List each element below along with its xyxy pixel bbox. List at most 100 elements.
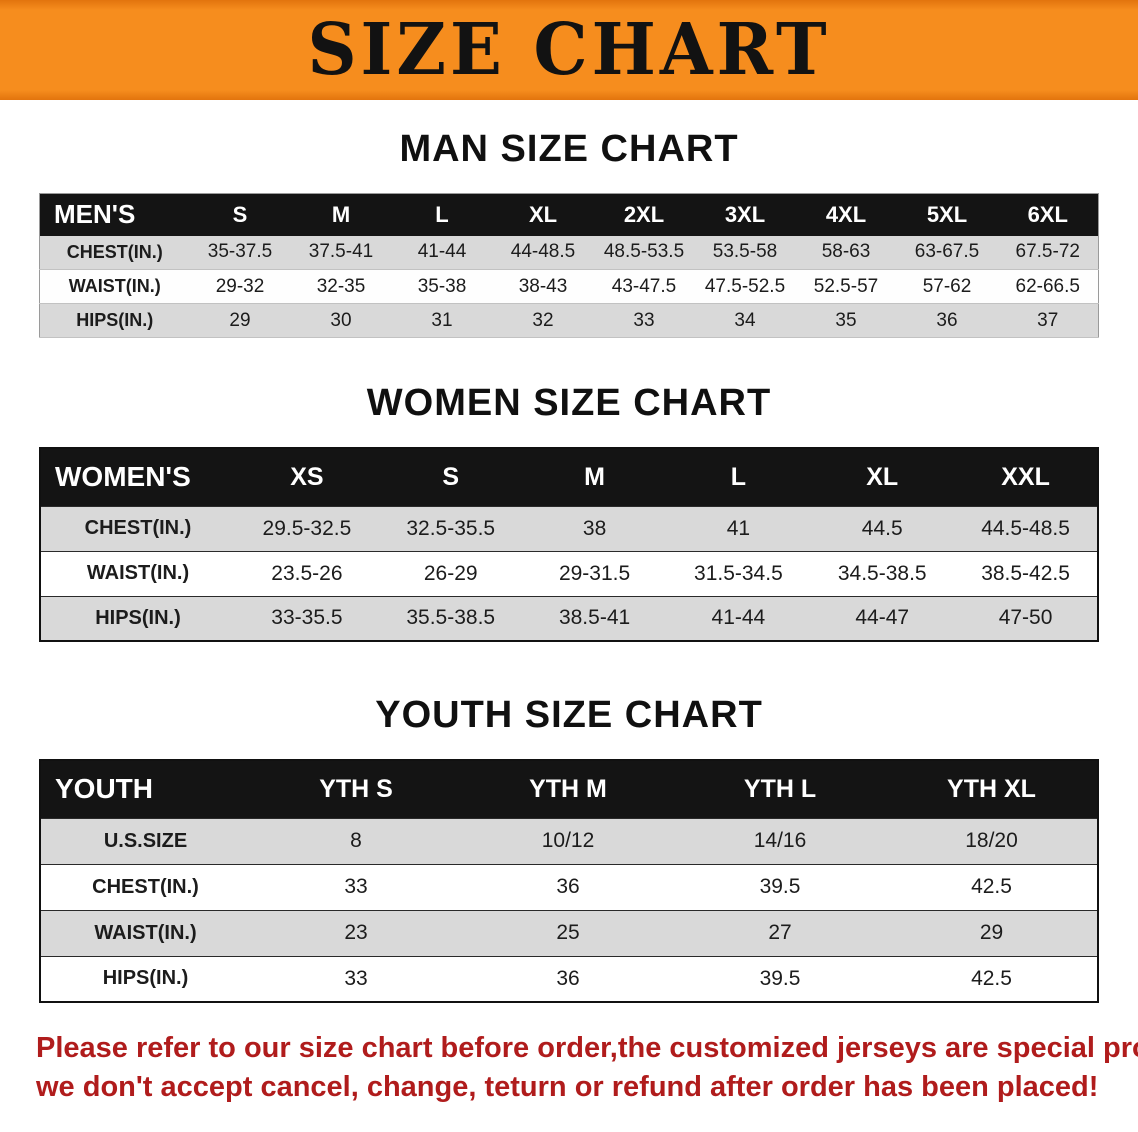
size-value-cell: 39.5: [759, 966, 801, 990]
size-value-cell: 26-29: [423, 561, 478, 585]
row-label-cell: WAIST(IN.): [94, 921, 197, 944]
size-column-header: XXL: [954, 448, 1098, 506]
size-column-header: YTH S: [250, 760, 462, 818]
disclaimer-line-2: we don't accept cancel, change, teturn o…: [36, 1071, 1099, 1104]
size-value-cell: 14/16: [753, 829, 807, 852]
size-value-cell: 42.5: [971, 966, 1012, 990]
size-value-cell: 43-47.5: [611, 275, 677, 297]
table-title-cell: MEN'S: [39, 193, 190, 236]
size-value-cell: 63-67.5: [914, 241, 980, 263]
table-row: WAIST(IN.) 29-32 32-35 35-38 38-43 43-47.5 47.…: [39, 269, 1099, 304]
size-value-cell: 52.5-57: [813, 275, 879, 297]
table-header-row: WOMEN'S XS S M L XL XXL: [40, 448, 1098, 506]
size-value-cell: 23.5-26: [271, 561, 343, 585]
size-value-cell: 41: [726, 516, 751, 540]
size-value-cell: 37: [1037, 309, 1059, 331]
size-value-cell: 31.5-34.5: [694, 561, 783, 585]
size-value-cell: 18/20: [965, 829, 1018, 852]
size-column-header: 6XL: [997, 193, 1099, 236]
size-column-header: S: [189, 193, 291, 236]
size-column-header: 3XL: [694, 193, 796, 236]
size-value-cell: 33: [344, 875, 368, 898]
size-value-cell: 67.5-72: [1015, 241, 1080, 263]
table-title-cell: WOMEN'S: [40, 448, 235, 506]
size-column-header: YTH L: [674, 760, 886, 818]
size-value-cell: 36: [556, 966, 580, 990]
size-value-cell: 57-62: [922, 275, 972, 297]
size-value-cell: 44-48.5: [510, 241, 576, 263]
table-header-row: MEN'S S M L XL 2XL 3XL 4XL 5XL 6XL: [39, 193, 1099, 236]
size-value-cell: 38.5-42.5: [981, 561, 1070, 585]
disclaimer-line-1: Please refer to our size chart before or…: [36, 1032, 1138, 1064]
size-value-cell: 38-43: [518, 275, 568, 297]
size-value-cell: 29-31.5: [558, 561, 631, 585]
size-column-header: M: [522, 448, 667, 506]
size-value-cell: 48.5-53.5: [603, 241, 685, 263]
youth-size-table: YOUTH YTH S YTH M YTH L YTH XL U.S.SIZE 8 10/12…: [39, 759, 1099, 1003]
size-column-header: L: [666, 448, 811, 506]
size-value-cell: 35-38: [417, 275, 467, 297]
size-value-cell: 31: [431, 309, 453, 331]
row-label-cell: WAIST(IN.): [86, 562, 190, 584]
youth-section-heading: YOUTH SIZE CHART: [375, 694, 763, 736]
size-value-cell: 35-37.5: [207, 241, 273, 263]
row-label-cell: CHEST(IN.): [84, 517, 192, 539]
size-column-header: L: [391, 193, 493, 236]
womens-size-table: WOMEN'S XS S M L XL XXL CHEST(IN.) 29.5-32.5 32.5…: [39, 447, 1099, 642]
size-column-header: YTH XL: [886, 760, 1098, 818]
size-column-header: 5XL: [896, 193, 998, 236]
row-label-cell: HIPS(IN.): [102, 967, 189, 990]
size-value-cell: 8: [350, 829, 362, 852]
size-value-cell: 10/12: [541, 829, 595, 852]
size-value-cell: 44.5-48.5: [981, 516, 1070, 540]
size-value-cell: 23: [344, 921, 368, 944]
size-column-header: XS: [235, 448, 379, 506]
size-value-cell: 44.5: [861, 516, 903, 540]
size-value-cell: 36: [936, 309, 958, 331]
womens-section-heading: WOMEN SIZE CHART: [366, 382, 772, 424]
size-value-cell: 32.5-35.5: [406, 516, 496, 540]
row-label-cell: HIPS(IN.): [95, 606, 181, 629]
size-value-cell: 47-50: [998, 606, 1053, 630]
mens-size-table: MEN'S S M L XL 2XL 3XL 4XL 5XL 6XL CHEST(IN.) 35-37…: [39, 193, 1099, 338]
size-value-cell: 38: [582, 516, 607, 540]
size-value-cell: 29: [979, 921, 1004, 944]
size-value-cell: 58-63: [821, 241, 871, 263]
size-value-cell: 27: [768, 921, 792, 944]
table-row: HIPS(IN.) 33-35.5 35.5-38.5 38.5-41 41-44 44-…: [40, 596, 1098, 641]
size-value-cell: 34: [734, 309, 756, 331]
table-row: HIPS(IN.) 29 30 31 32 33 34 35 36 37: [39, 303, 1099, 338]
row-label-cell: WAIST(IN.): [68, 276, 161, 296]
size-value-cell: 47.5-52.5: [704, 275, 786, 297]
table-header-row: YOUTH YTH S YTH M YTH L YTH XL: [40, 760, 1098, 818]
size-column-header: S: [378, 448, 523, 506]
table-row: U.S.SIZE 8 10/12 14/16 18/20: [40, 818, 1098, 864]
table-row: WAIST(IN.) 23.5-26 26-29 29-31.5 31.5-34.5 34…: [40, 551, 1098, 596]
table-row: CHEST(IN.) 33 36 39.5 42.5: [40, 864, 1098, 910]
size-value-cell: 35: [835, 309, 857, 331]
size-chart-banner: SIZE CHART: [0, 0, 1138, 100]
size-column-header: M: [290, 193, 392, 236]
size-value-cell: 62-66.5: [1015, 275, 1080, 297]
size-value-cell: 29.5-32.5: [262, 516, 352, 540]
table-row: CHEST(IN.) 35-37.5 37.5-41 41-44 44-48.5 48.5…: [39, 235, 1099, 270]
size-column-header: YTH M: [462, 760, 674, 818]
size-column-header: XL: [810, 448, 955, 506]
size-value-cell: 33: [633, 309, 655, 331]
size-value-cell: 30: [330, 309, 352, 331]
disclaimer-text: Please refer to our size chart before or…: [0, 1029, 1138, 1107]
size-value-cell: 32: [532, 309, 554, 331]
size-value-cell: 39.5: [759, 875, 801, 898]
size-value-cell: 41-44: [711, 606, 766, 630]
row-label-cell: CHEST(IN.): [92, 875, 199, 898]
mens-section-heading: MAN SIZE CHART: [399, 128, 739, 170]
row-label-cell: CHEST(IN.): [66, 241, 163, 262]
table-title-cell: YOUTH: [40, 760, 250, 818]
size-value-cell: 35.5-38.5: [406, 606, 496, 630]
size-value-cell: 38.5-41: [558, 606, 631, 630]
size-value-cell: 36: [556, 875, 580, 898]
size-value-cell: 25: [556, 921, 580, 944]
size-value-cell: 41-44: [417, 241, 467, 263]
table-row: HIPS(IN.) 33 36 39.5 42.5: [40, 956, 1098, 1002]
table-row: WAIST(IN.) 23 25 27 29: [40, 910, 1098, 956]
